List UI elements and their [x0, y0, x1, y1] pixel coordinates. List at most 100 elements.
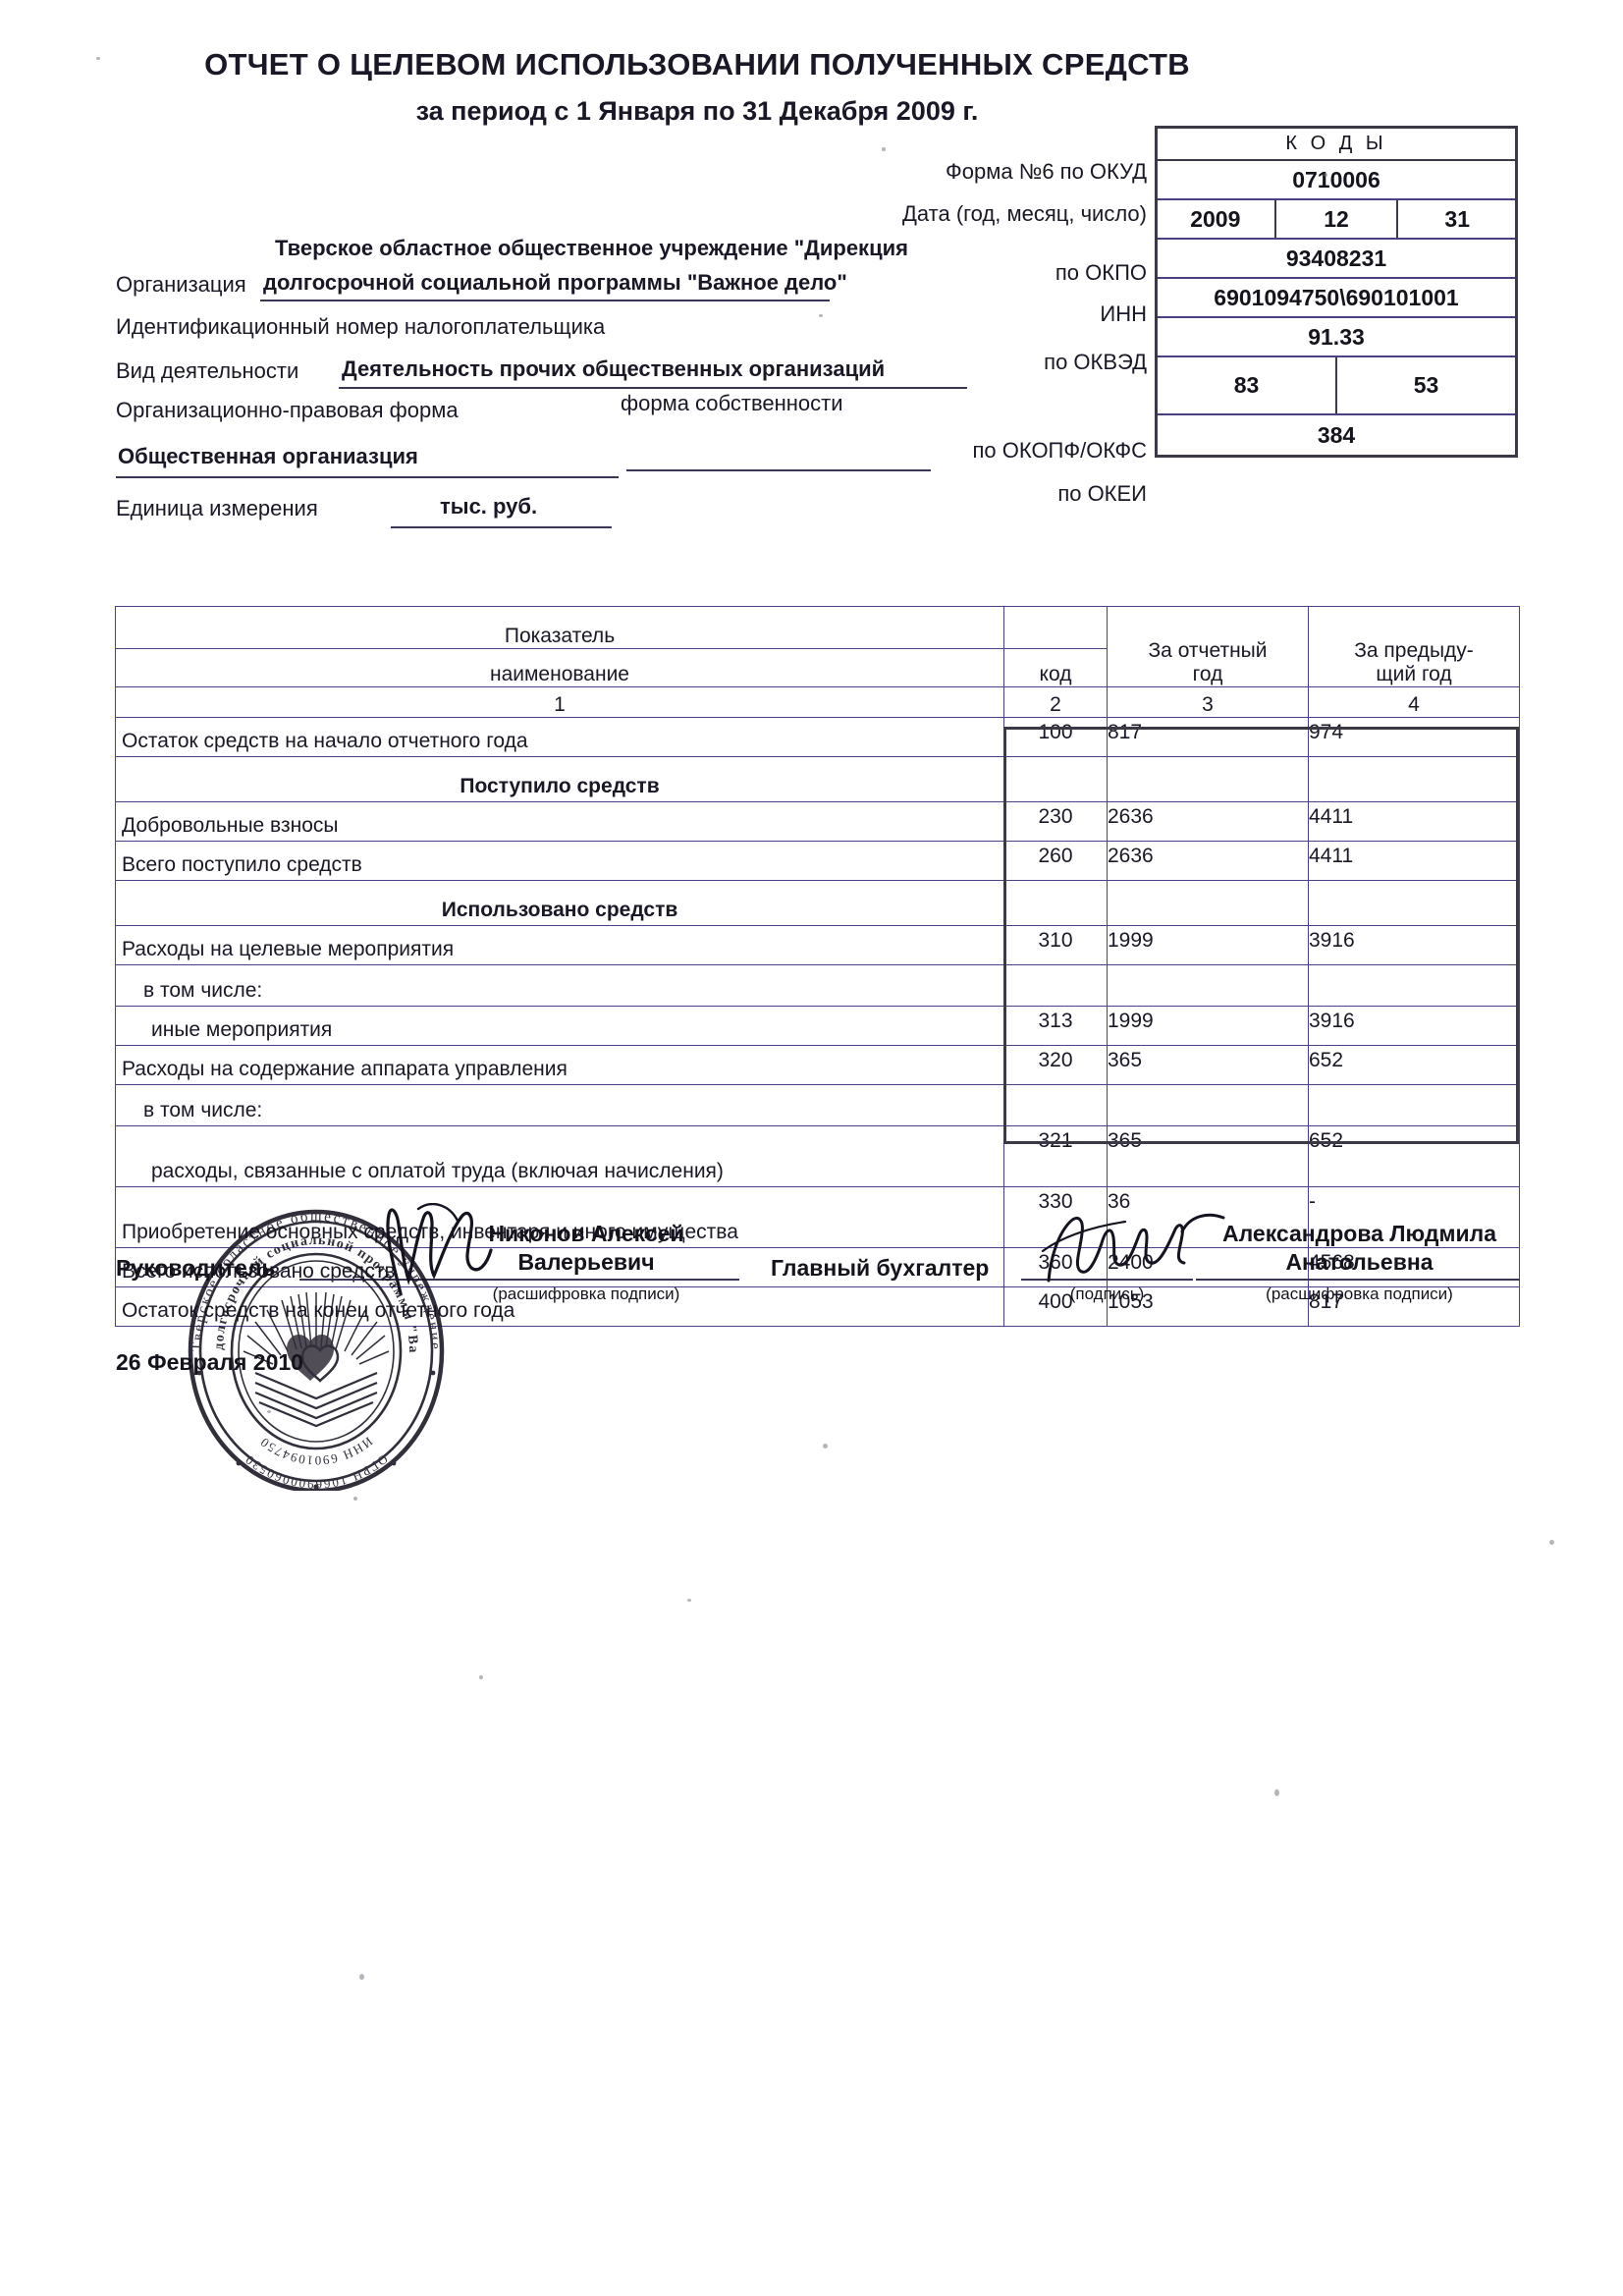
table-head-row-1: Показатель За отчетный год За предыду- щ… — [115, 606, 1520, 687]
row-current-year-value: 2636 — [1107, 801, 1309, 842]
row-previous-year-value — [1308, 756, 1520, 802]
date-year-value: 2009 — [1156, 200, 1277, 238]
accountant-name-line1: Александрова Людмила — [1221, 1221, 1497, 1246]
col-header-previous-year: За предыду- щий год — [1308, 606, 1520, 687]
okfs-value: 53 — [1413, 372, 1439, 398]
codes-box: К О Д Ы 0710006 2009 12 31 93408231 6901… — [1155, 126, 1518, 458]
date-day-value: 31 — [1444, 205, 1470, 232]
activity-value: Деятельность прочих общественных организ… — [342, 356, 886, 381]
row-label: в том числе: — [115, 1084, 1004, 1126]
codes-row-okopf-okfs: 83 53 — [1158, 357, 1515, 415]
legal-form-rule — [116, 476, 619, 478]
stamp-registration-ogrn: ОГРН 1066900060530 — [242, 1451, 391, 1491]
unit-label: Единица измерения — [116, 496, 318, 520]
activity-label: Вид деятельности — [116, 358, 299, 383]
codes-row-okpo: 93408231 — [1158, 240, 1515, 279]
accountant-name-caption: (расшифровка подписи) — [1266, 1285, 1453, 1303]
row-label: Остаток средств на начало отчетного года — [115, 717, 1004, 757]
col-number-1: 1 — [115, 686, 1004, 718]
row-label: Всего поступило средств — [115, 841, 1004, 881]
okei-value: 384 — [1317, 421, 1356, 448]
row-current-year-value: 1053 — [1107, 1286, 1309, 1327]
director-label: Руководитель — [116, 1255, 276, 1281]
row-previous-year-value: 4411 — [1308, 801, 1520, 842]
table-head-row-2: наименование код — [115, 648, 1520, 687]
col-header-name: наименование — [115, 648, 1004, 687]
row-previous-year-value: - — [1308, 1186, 1520, 1248]
funds-usage-table: Показатель За отчетный год За предыду- щ… — [115, 606, 1520, 1327]
row-code: 260 — [1003, 841, 1108, 881]
row-code: 310 — [1003, 925, 1108, 965]
row-current-year-value — [1107, 880, 1309, 926]
row-code: 321 — [1003, 1125, 1108, 1187]
row-code: 100 — [1003, 717, 1108, 757]
table-row: Всего поступило средств 260 2636 4411 — [115, 841, 1520, 881]
scan-speck — [96, 57, 100, 60]
scan-speck — [1274, 1789, 1279, 1796]
accountant-signature-rule — [1021, 1279, 1193, 1281]
okud-value: 0710006 — [1292, 166, 1380, 192]
table-row: расходы, связанные с оплатой труда (вклю… — [115, 1125, 1520, 1187]
row-current-year-value — [1107, 756, 1309, 802]
okud-label: Форма №6 по ОКУД — [946, 159, 1147, 184]
row-previous-year-value: 652 — [1308, 1045, 1520, 1085]
director-name: Никонов Алексей Валерьевич — [444, 1220, 729, 1277]
row-current-year-value: 1999 — [1107, 925, 1309, 965]
okpo-value: 93408231 — [1285, 245, 1387, 271]
inn-code-label: ИНН — [1100, 301, 1147, 326]
col-number-4: 4 — [1308, 686, 1520, 718]
col-header-current-year-line2: год — [1192, 662, 1223, 685]
codes-box-header: К О Д Ы — [1158, 129, 1515, 161]
row-code: 230 — [1003, 801, 1108, 842]
row-label: расходы, связанные с оплатой труда (вклю… — [115, 1125, 1004, 1187]
accountant-name: Александрова Людмила Анатольевна — [1200, 1220, 1519, 1277]
page-title: ОТЧЕТ О ЦЕЛЕВОМ ИСПОЛЬЗОВАНИИ ПОЛУЧЕННЫХ… — [204, 47, 1190, 82]
scan-speck — [1549, 1540, 1554, 1545]
row-current-year-value — [1107, 1084, 1309, 1126]
row-label: в том числе: — [115, 964, 1004, 1007]
row-current-year-value — [1107, 964, 1309, 1007]
row-code — [1003, 1084, 1108, 1126]
taxpayer-inn-label: Идентификационный номер налогоплательщик… — [116, 314, 606, 339]
table-row: Поступило средств — [115, 756, 1520, 802]
col-header-previous-year-line1: За предыду- — [1354, 638, 1474, 662]
legal-form-value: Общественная органиазция — [118, 444, 418, 468]
stamp-registration-inn: ИНН 6901094750 — [256, 1434, 375, 1468]
row-previous-year-value: 3916 — [1308, 925, 1520, 965]
report-period: за период с 1 Января по 31 Декабря 2009 … — [415, 96, 979, 126]
row-code: 313 — [1003, 1006, 1108, 1046]
organization-value-line1: Тверское областное общественное учрежден… — [275, 236, 908, 260]
col-header-code: код — [1003, 648, 1108, 687]
table-row: иные мероприятия 313 1999 3916 — [115, 1006, 1520, 1046]
row-current-year-value: 365 — [1107, 1045, 1309, 1085]
scan-speck — [882, 147, 886, 151]
activity-rule — [339, 387, 967, 389]
col-header-indicator: Показатель — [115, 606, 1004, 649]
okei-label: по ОКЕИ — [1057, 481, 1147, 506]
scan-speck — [819, 314, 823, 317]
row-current-year-value: 1999 — [1107, 1006, 1309, 1046]
col-header-previous-year-line2: щий год — [1376, 662, 1452, 685]
table-head: Показатель За отчетный год За предыду- щ… — [115, 606, 1520, 718]
col-number-3: 3 — [1107, 686, 1309, 718]
row-label: Добровольные взносы — [115, 801, 1004, 842]
table-row: в том числе: — [115, 964, 1520, 1007]
okved-value: 91.33 — [1308, 323, 1365, 350]
okopf-okfs-label: по ОКОПФ/ОКФС — [972, 438, 1148, 463]
scan-speck — [267, 1410, 271, 1413]
row-label: Поступило средств — [115, 756, 1004, 802]
codes-row-okved: 91.33 — [1158, 318, 1515, 357]
codes-row-inn: 6901094750\690101001 — [1158, 279, 1515, 318]
scan-speck — [353, 1497, 357, 1501]
table-row: Расходы на содержание аппарата управлени… — [115, 1045, 1520, 1085]
scan-speck — [1324, 173, 1327, 177]
row-previous-year-value — [1308, 964, 1520, 1007]
accountant-name-rule — [1196, 1279, 1520, 1281]
date-label: Дата (год, месяц, число) — [901, 201, 1147, 226]
col-number-2: 2 — [1003, 686, 1108, 718]
row-code: 400 — [1003, 1286, 1108, 1327]
row-code — [1003, 756, 1108, 802]
col-header-current-year-line1: За отчетный — [1148, 638, 1268, 662]
okved-label: по ОКВЭД — [1044, 350, 1147, 374]
director-name-line1: Никонов Алексей — [488, 1221, 684, 1246]
